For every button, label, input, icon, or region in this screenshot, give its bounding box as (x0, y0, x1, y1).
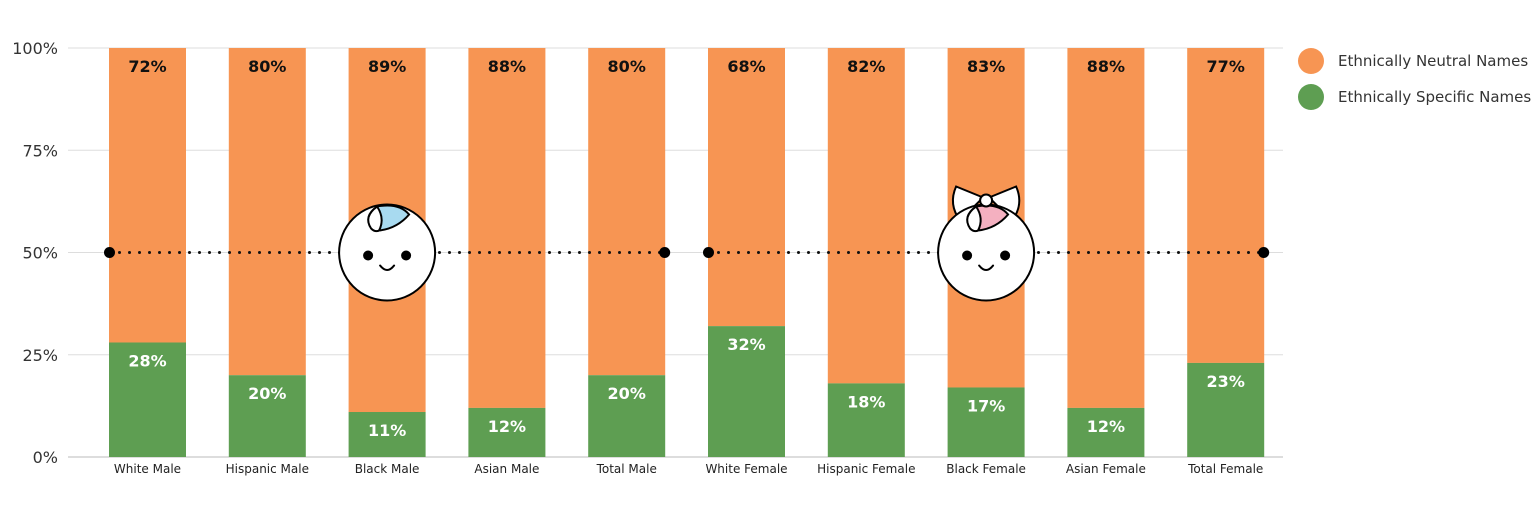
data-label-neutral: 82% (847, 57, 885, 76)
reference-endpoint (104, 247, 115, 258)
bar-neutral-white-male (109, 48, 186, 343)
bar-neutral-hispanic-female (827, 48, 905, 384)
baby-icons (338, 185, 1036, 302)
x-tick-label: Hispanic Female (817, 462, 915, 476)
x-tick-label: White Female (705, 462, 787, 476)
x-tick-label: Hispanic Male (226, 462, 309, 476)
bar-specific-asian-male (468, 407, 546, 457)
data-label-neutral: 80% (608, 57, 646, 76)
data-label-neutral: 80% (248, 57, 286, 76)
data-label-specific: 12% (488, 417, 526, 436)
bar-neutral-asian-female (1067, 48, 1145, 408)
bow-knot (979, 193, 994, 208)
data-label-specific: 12% (1087, 417, 1125, 436)
data-label-specific: 28% (128, 351, 166, 370)
y-tick-label: 100% (12, 39, 58, 58)
bar-neutral-total-female (1187, 48, 1265, 363)
data-label-specific: 17% (967, 396, 1005, 415)
data-label-neutral: 83% (967, 57, 1005, 76)
bar-specific-white-female (708, 326, 785, 457)
data-label-specific: 23% (1207, 372, 1245, 391)
eye-left (962, 250, 973, 261)
reference-line-50 (104, 247, 1270, 258)
legend-swatch-specific (1298, 84, 1324, 110)
x-axis-labels: White Male Hispanic Male Black Male Asian M… (114, 462, 1263, 476)
data-label-neutral: 88% (1087, 57, 1125, 76)
data-label-neutral: 72% (128, 57, 166, 76)
legend-item-specific: Ethnically Specific Names (1298, 84, 1531, 110)
bar-specific-black-female (947, 387, 1025, 457)
bar-specific-hispanic-male (228, 375, 306, 457)
data-labels: 72% 28% 80% 20% 89% 11% 88% 12% 80% 20% 68% 32% 82% 1… (128, 57, 1244, 440)
x-tick-label: Total Female (1187, 462, 1263, 476)
bar-specific-white-male (109, 342, 186, 457)
data-label-specific: 18% (847, 392, 885, 411)
y-tick-label: 0% (33, 448, 58, 467)
data-label-neutral: 89% (368, 57, 406, 76)
legend: Ethnically Neutral Names Ethnically Spec… (1298, 48, 1531, 120)
data-label-specific: 11% (368, 421, 406, 440)
eye-left (363, 250, 374, 261)
smile (379, 264, 396, 271)
y-tick-label: 25% (22, 346, 58, 365)
hair-curl (367, 205, 380, 233)
y-tick-label: 75% (22, 141, 58, 160)
bar-specific-hispanic-female (827, 383, 905, 457)
bar-specific-total-female (1187, 362, 1265, 457)
data-label-neutral: 88% (488, 57, 526, 76)
x-tick-label: Asian Male (474, 462, 539, 476)
legend-swatch-neutral (1298, 48, 1324, 74)
hair (974, 204, 1010, 232)
x-tick-label: Asian Female (1066, 462, 1146, 476)
data-label-neutral: 68% (727, 57, 765, 76)
reference-endpoint (703, 247, 714, 258)
bar-neutral-asian-male (468, 48, 546, 408)
baby-girl-face-icon (937, 185, 1036, 302)
legend-label-neutral: Ethnically Neutral Names (1338, 52, 1529, 70)
y-axis-ticks: 0% 25% 50% 75% 100% (12, 39, 58, 467)
eye-right (1000, 250, 1011, 261)
x-tick-label: Black Male (355, 462, 420, 476)
bar-specific-asian-female (1067, 407, 1145, 457)
x-tick-label: White Male (114, 462, 181, 476)
legend-item-neutral: Ethnically Neutral Names (1298, 48, 1531, 74)
bar-neutral-white-female (708, 48, 785, 327)
legend-label-specific: Ethnically Specific Names (1338, 88, 1532, 106)
baby-boy-face-icon (338, 203, 437, 302)
data-label-specific: 20% (608, 384, 646, 403)
hair-curl (966, 205, 979, 233)
y-tick-label: 50% (22, 244, 58, 263)
smile (978, 264, 995, 271)
bar-neutral-hispanic-male (228, 48, 306, 376)
reference-endpoint (1258, 247, 1270, 258)
data-label-specific: 32% (727, 335, 765, 354)
data-label-neutral: 77% (1207, 57, 1245, 76)
reference-endpoint (659, 247, 671, 258)
hair (375, 204, 411, 232)
bars (109, 48, 1265, 457)
x-tick-label: Black Female (946, 462, 1026, 476)
x-tick-label: Total Male (596, 462, 657, 476)
data-label-specific: 20% (248, 384, 286, 403)
bar-specific-total-male (588, 375, 666, 457)
eye-right (401, 250, 412, 261)
bar-specific-black-male (348, 412, 426, 457)
bar-neutral-total-male (588, 48, 666, 376)
